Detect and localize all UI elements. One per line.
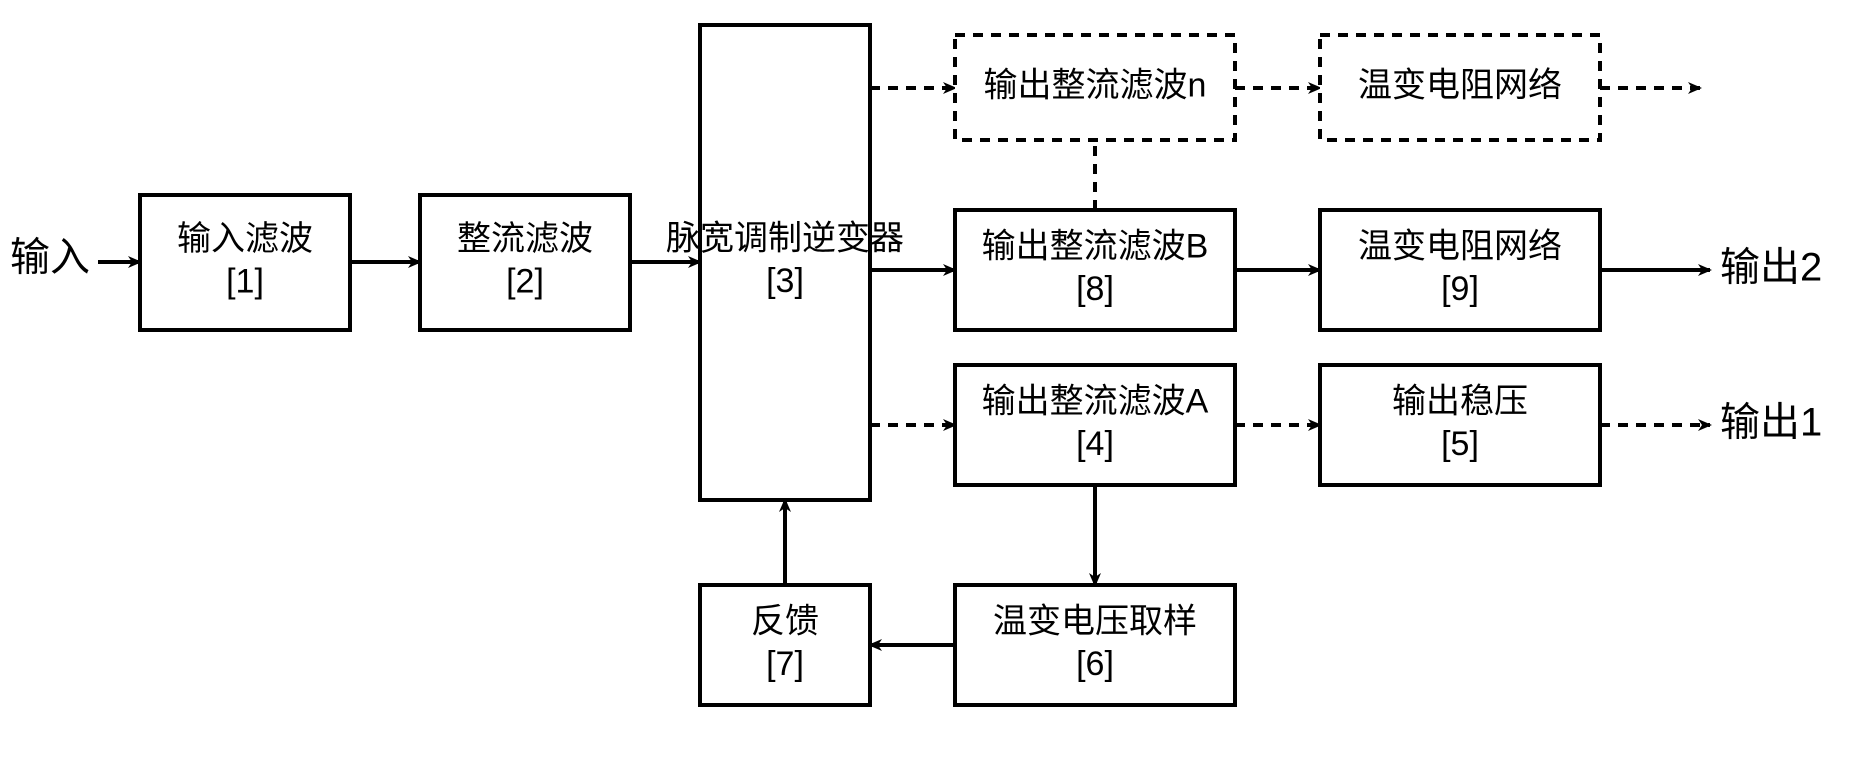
b4-line-0: 输出整流滤波A <box>982 383 1209 421</box>
out2: 输出2 <box>1720 246 1822 290</box>
block-diagram: 输入输入滤波[1]整流滤波[2]脉宽调制逆变器[3]输出整流滤波n温变电阻网络输… <box>0 0 1870 773</box>
b1-line-0: 输入滤波 <box>177 220 313 258</box>
b1-line-1: [1] <box>226 263 264 301</box>
b9-line-0: 温变电阻网络 <box>1358 228 1562 266</box>
tn: 温变电阻网络 <box>1320 35 1600 140</box>
b9: 温变电阻网络 [9] <box>1320 210 1600 330</box>
b2-line-0: 整流滤波 <box>457 220 593 258</box>
b6-line-0: 温变电压取样 <box>993 603 1197 641</box>
b5-line-0: 输出稳压 <box>1392 383 1528 421</box>
b5: 输出稳压 [5] <box>1320 365 1600 485</box>
bn-line-0: 输出整流滤波n <box>984 66 1207 104</box>
b8-line-0: 输出整流滤波B <box>982 228 1209 266</box>
b5-line-1: [5] <box>1441 425 1479 463</box>
b1: 输入滤波 [1] <box>140 195 350 330</box>
b7: 反馈 [7] <box>700 585 870 705</box>
b7-line-0: 反馈 <box>751 603 819 641</box>
b6: 温变电压取样 [6] <box>955 585 1235 705</box>
b8-line-1: [8] <box>1076 270 1114 308</box>
b3-line-0: 脉宽调制逆变器 <box>666 220 904 258</box>
b8: 输出整流滤波B [8] <box>955 210 1235 330</box>
b6-line-1: [6] <box>1076 645 1114 683</box>
b7-line-1: [7] <box>766 645 804 683</box>
b3-line-1: [3] <box>766 262 804 300</box>
bn: 输出整流滤波n <box>955 35 1235 140</box>
b4: 输出整流滤波A [4] <box>955 365 1235 485</box>
in_label: 输入 <box>10 236 90 280</box>
tn-line-0: 温变电阻网络 <box>1358 66 1562 104</box>
b2: 整流滤波 [2] <box>420 195 630 330</box>
out1: 输出1 <box>1720 401 1822 445</box>
b4-line-1: [4] <box>1076 425 1114 463</box>
b9-line-1: [9] <box>1441 270 1479 308</box>
b2-line-1: [2] <box>506 263 544 301</box>
b3: 脉宽调制逆变器 [3] <box>666 25 904 500</box>
